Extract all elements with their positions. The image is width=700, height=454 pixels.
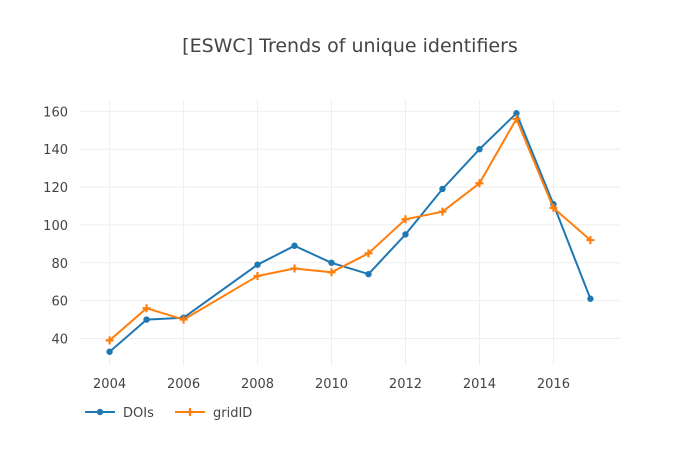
- series-gridid: [105, 114, 595, 345]
- data-point: [401, 215, 410, 224]
- data-point: [439, 185, 446, 193]
- x-tick-label: 2012: [389, 377, 422, 392]
- x-tick-label: 2014: [463, 377, 496, 392]
- data-point: [290, 264, 299, 273]
- x-tick-label: 2008: [241, 377, 274, 392]
- y-tick-label: 120: [43, 181, 68, 196]
- x-tick-label: 2010: [315, 377, 348, 392]
- data-point: [328, 259, 335, 266]
- data-point: [291, 242, 298, 249]
- data-point: [402, 231, 409, 238]
- data-point: [438, 207, 447, 216]
- legend-item-gridid[interactable]: gridID: [175, 406, 252, 421]
- data-point: [512, 114, 521, 123]
- data-point: [254, 261, 261, 268]
- data-point: [476, 146, 483, 153]
- legend-label: gridID: [213, 406, 252, 421]
- x-tick-label: 2016: [537, 377, 570, 392]
- data-point: [327, 268, 336, 277]
- y-tick-label: 40: [51, 333, 68, 348]
- data-point: [549, 203, 558, 212]
- axis-ticks: 40 60 80 100 120 140 160 2004 2006 2008 2010 2012 20…: [43, 105, 570, 392]
- data-point: [179, 315, 188, 324]
- data-point: [587, 295, 594, 302]
- y-tick-label: 100: [43, 219, 68, 234]
- y-tick-label: 60: [51, 295, 68, 310]
- data-point: [365, 270, 372, 278]
- data-point: [143, 316, 150, 323]
- legend-item-dois[interactable]: DOIs: [85, 406, 154, 421]
- x-tick-label: 2006: [167, 377, 200, 392]
- data-point: [586, 236, 595, 245]
- data-point: [105, 336, 114, 345]
- chart-title: [ESWC] Trends of unique identifiers: [182, 35, 518, 57]
- data-point: [513, 110, 520, 117]
- y-tick-label: 160: [43, 105, 68, 120]
- legend-marker: [96, 408, 104, 416]
- data-point: [364, 249, 373, 258]
- data-point: [475, 179, 484, 188]
- data-point: [106, 348, 113, 355]
- legend-marker: [186, 408, 194, 416]
- data-point: [253, 272, 262, 281]
- legend-label: DOIs: [123, 406, 154, 421]
- legend[interactable]: DOIs gridID: [85, 406, 252, 421]
- series-lines: [105, 110, 595, 355]
- y-tick-label: 140: [43, 143, 68, 158]
- y-tick-label: 80: [51, 257, 68, 272]
- x-tick-label: 2004: [93, 377, 126, 392]
- data-point: [142, 304, 151, 313]
